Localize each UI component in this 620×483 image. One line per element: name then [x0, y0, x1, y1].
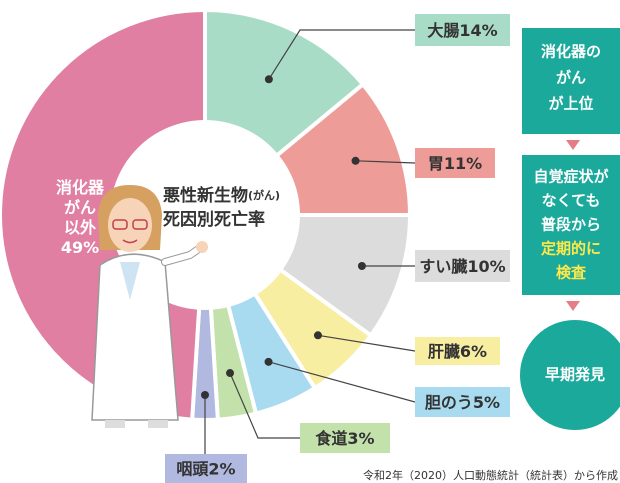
flow-text: が上位	[548, 95, 593, 113]
slice-label: 肝臓6%	[428, 342, 487, 361]
label-box	[415, 337, 500, 365]
leader-dot	[351, 156, 360, 165]
label-box	[415, 387, 510, 417]
value-label: 3%	[347, 429, 374, 448]
label-box	[165, 454, 247, 483]
flow-text: がん	[556, 69, 586, 87]
category-label: すい臓	[419, 257, 467, 276]
leader-line	[317, 334, 416, 352]
leader-dot	[357, 261, 366, 270]
result: 早期発見	[545, 366, 605, 384]
title-note: (がん)	[248, 188, 280, 202]
value-label: 14%	[459, 21, 497, 40]
center-title: 悪性新生物(がん)	[163, 185, 280, 206]
label-box	[415, 250, 510, 282]
leader-dot	[264, 75, 273, 84]
category-label: 肝臓	[428, 342, 460, 361]
value-label: 5%	[473, 393, 500, 412]
flow-box	[522, 28, 620, 134]
leader-dot	[226, 369, 235, 378]
title: 悪性新生物	[163, 185, 248, 206]
leader-dot	[264, 357, 273, 366]
category-label: 胆のう	[425, 393, 473, 412]
flow-text: 消化器の	[541, 43, 601, 61]
flow-circle	[520, 320, 620, 430]
leader-line	[229, 372, 300, 439]
slice-label: 胆のう5%	[425, 393, 500, 412]
label-box	[300, 423, 390, 453]
arrow	[566, 301, 580, 311]
flow-text: なくても	[542, 192, 601, 210]
value-label: 2%	[208, 459, 235, 478]
category-label: 消化器 がん 以外	[55, 178, 104, 237]
category-label: 咽頭	[176, 459, 209, 478]
flow-box	[522, 155, 620, 295]
value-label: 6%	[460, 342, 487, 361]
flow-text: 定期的に	[541, 240, 601, 258]
leader-line	[268, 29, 415, 80]
category-label: 食道	[314, 429, 347, 448]
leader-dot	[313, 331, 322, 340]
category-label: 胃	[428, 154, 444, 173]
value-label: 10%	[467, 257, 505, 276]
flow-text: 自覚症状が	[533, 168, 609, 186]
leader-dot	[201, 391, 209, 399]
subtitle: 死因別死亡率	[163, 209, 265, 230]
leader-line	[268, 361, 416, 403]
leader-line	[355, 160, 416, 164]
value-label: 49%	[60, 238, 100, 257]
slice-label: 大腸14%	[427, 21, 497, 40]
label-box	[415, 148, 495, 178]
slice-label: すい臓10%	[419, 257, 505, 276]
slice-label: 咽頭2%	[176, 459, 235, 478]
flow-text: 検査	[556, 264, 587, 282]
label-box	[415, 14, 510, 46]
slice-label: 食道3%	[314, 429, 374, 448]
doctor-illustration	[91, 185, 208, 428]
arrow	[566, 140, 580, 150]
category-label: 大腸	[427, 21, 459, 40]
flow-text: 普段から	[541, 216, 601, 234]
slice-label: 胃11%	[428, 154, 482, 173]
source: 令和2年（2020）人口動態統計（統計表）から作成	[363, 468, 618, 482]
value-label: 11%	[444, 154, 482, 173]
